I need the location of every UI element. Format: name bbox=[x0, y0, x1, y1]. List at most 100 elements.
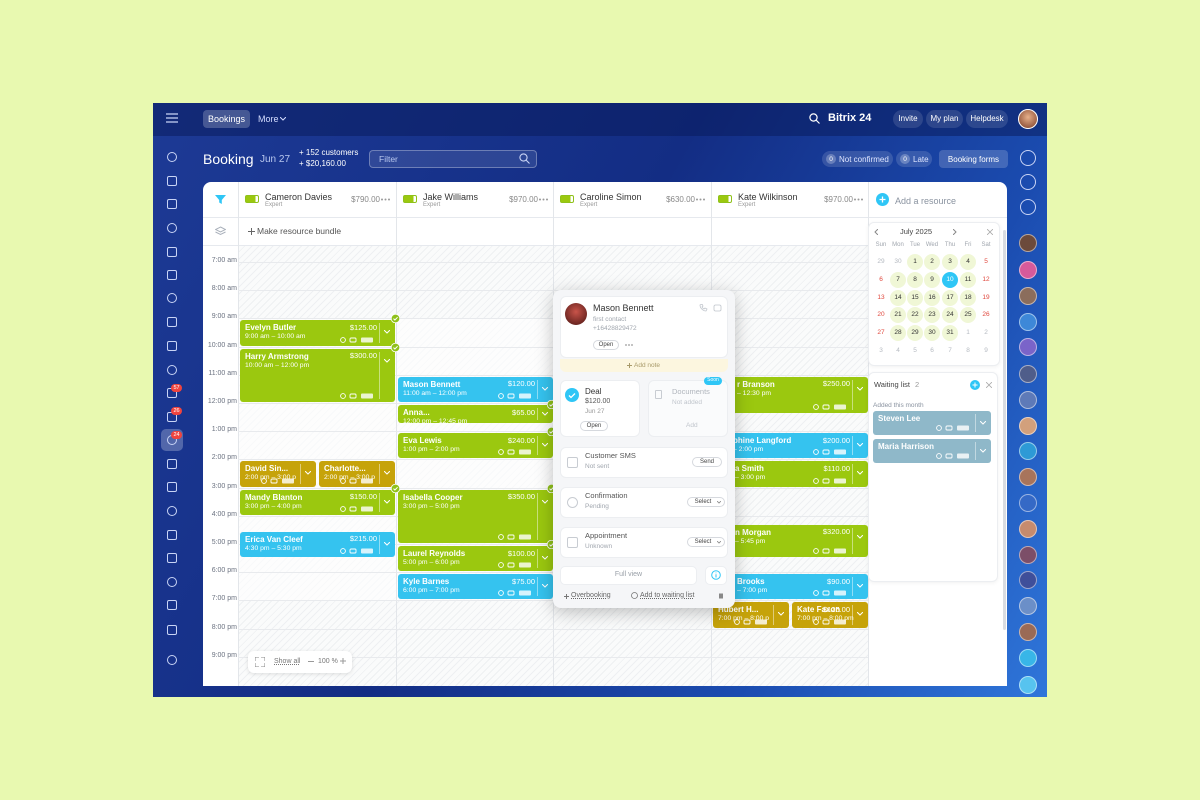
deal-open[interactable] bbox=[580, 421, 608, 431]
search-icon[interactable] bbox=[809, 113, 820, 124]
nav-icon[interactable] bbox=[167, 600, 177, 610]
day[interactable]: 11 bbox=[964, 275, 972, 283]
show-all[interactable]: Show all bbox=[274, 658, 301, 665]
day[interactable]: 21 bbox=[894, 311, 902, 319]
nav-icon[interactable] bbox=[167, 577, 177, 587]
day[interactable]: 4 bbox=[896, 347, 900, 354]
open-button[interactable] bbox=[593, 340, 619, 350]
row-button[interactable] bbox=[687, 497, 725, 507]
booking-card[interactable] bbox=[240, 348, 395, 402]
booking-name[interactable]: n Morgan bbox=[735, 527, 771, 537]
booking-card[interactable] bbox=[240, 461, 316, 487]
booking-card[interactable] bbox=[398, 489, 553, 543]
booking-name[interactable]: Kate Faxon bbox=[797, 605, 841, 615]
nav-icon[interactable] bbox=[167, 365, 177, 375]
header-button[interactable] bbox=[893, 110, 923, 128]
header-button[interactable] bbox=[926, 110, 963, 128]
resource-menu[interactable] bbox=[854, 198, 863, 201]
booking-name[interactable]: Brooks bbox=[737, 577, 765, 587]
day[interactable]: 29 bbox=[877, 258, 885, 265]
forms-button-label[interactable]: Booking forms bbox=[947, 155, 1000, 164]
waiting-card[interactable] bbox=[873, 439, 991, 463]
overbooking-link[interactable]: Overbooking bbox=[571, 592, 611, 599]
contact-avatar[interactable] bbox=[1019, 676, 1037, 694]
row-button[interactable] bbox=[692, 457, 722, 467]
day[interactable]: 4 bbox=[966, 258, 970, 265]
waiting-card[interactable] bbox=[873, 411, 991, 435]
row-button-label[interactable]: Send bbox=[699, 458, 714, 465]
cal-collapse[interactable] bbox=[987, 229, 993, 235]
contact-avatar[interactable] bbox=[1019, 417, 1037, 435]
header-button-label[interactable]: Invite bbox=[898, 114, 918, 123]
booking-name[interactable]: Eva Lewis bbox=[403, 436, 442, 446]
documents-add[interactable]: Add bbox=[686, 422, 698, 429]
day[interactable]: 25 bbox=[964, 311, 972, 319]
booking-name[interactable]: Hubert H... bbox=[718, 605, 759, 615]
resource-menu[interactable] bbox=[381, 198, 390, 201]
filter-box[interactable] bbox=[369, 150, 537, 168]
zoom-out[interactable] bbox=[308, 661, 314, 662]
day[interactable]: 24 bbox=[946, 311, 954, 319]
day[interactable]: 3 bbox=[948, 258, 952, 265]
contact-avatar[interactable] bbox=[1019, 649, 1037, 667]
day[interactable]: 5 bbox=[984, 258, 988, 265]
tab[interactable]: Bookings bbox=[208, 114, 246, 124]
open-button-label[interactable]: Open bbox=[598, 341, 614, 348]
nav-icon[interactable] bbox=[167, 293, 177, 303]
day[interactable]: 18 bbox=[964, 293, 972, 301]
side-icon[interactable] bbox=[1020, 150, 1036, 166]
cal-next[interactable] bbox=[953, 229, 957, 235]
contact-avatar[interactable] bbox=[1019, 234, 1037, 252]
contact-avatar[interactable] bbox=[1019, 261, 1037, 279]
waiting-add[interactable] bbox=[970, 380, 980, 390]
cal-prev[interactable] bbox=[874, 229, 878, 235]
header-button-label[interactable]: My plan bbox=[930, 114, 959, 123]
booking-name[interactable]: r Branson bbox=[737, 379, 775, 389]
booking-name[interactable]: Kyle Barnes bbox=[403, 577, 450, 587]
booking-name[interactable]: phine Langford bbox=[733, 436, 792, 446]
nav-icon[interactable] bbox=[167, 317, 177, 327]
contact-avatar[interactable] bbox=[1019, 623, 1037, 641]
contact-avatar[interactable] bbox=[1019, 287, 1037, 305]
make-bundle[interactable]: Make resource bundle bbox=[257, 226, 342, 236]
contact-avatar[interactable] bbox=[1019, 520, 1037, 538]
day[interactable]: 1 bbox=[913, 258, 917, 265]
row-button-label[interactable]: Select bbox=[694, 538, 712, 545]
delete-icon[interactable] bbox=[718, 592, 724, 599]
nav-icon[interactable] bbox=[167, 223, 177, 233]
day[interactable]: 23 bbox=[928, 311, 936, 319]
contact-avatar[interactable] bbox=[1019, 597, 1037, 615]
booking-name[interactable]: Erica Van Cleef bbox=[245, 534, 303, 544]
waiting-name[interactable]: Maria Harrison bbox=[878, 442, 935, 451]
nav-icon[interactable] bbox=[167, 199, 177, 209]
booking-name[interactable]: a Smith bbox=[735, 464, 764, 474]
day[interactable]: 26 bbox=[982, 311, 990, 319]
client-name[interactable]: Mason Bennett bbox=[593, 303, 654, 313]
day[interactable]: 7 bbox=[948, 347, 952, 354]
full-view-button[interactable] bbox=[560, 566, 697, 585]
day[interactable]: 19 bbox=[982, 293, 990, 301]
day[interactable]: 16 bbox=[928, 293, 936, 301]
header-button[interactable] bbox=[966, 110, 1008, 128]
contact-avatar[interactable] bbox=[1019, 391, 1037, 409]
booking-name[interactable]: Mandy Blanton bbox=[245, 492, 303, 502]
day[interactable]: 28 bbox=[894, 329, 902, 337]
booking-name[interactable]: Anna... bbox=[403, 408, 430, 417]
contact-avatar[interactable] bbox=[1019, 546, 1037, 564]
full-view-label[interactable]: Full view bbox=[614, 571, 643, 578]
row-button[interactable] bbox=[687, 537, 725, 547]
resource-name[interactable]: Kate Wilkinson bbox=[738, 192, 798, 202]
zoom-in[interactable] bbox=[340, 658, 346, 664]
booking-card[interactable] bbox=[792, 602, 868, 628]
day[interactable]: 12 bbox=[982, 275, 990, 283]
nav-icon[interactable] bbox=[167, 459, 177, 469]
resource-name[interactable]: Jake Williams bbox=[423, 192, 479, 202]
day[interactable]: 30 bbox=[928, 329, 936, 337]
day[interactable]: 30 bbox=[894, 258, 902, 265]
booking-card[interactable] bbox=[319, 461, 395, 487]
booking-name[interactable]: Evelyn Butler bbox=[245, 323, 297, 333]
nav-icon[interactable] bbox=[167, 655, 177, 665]
contact-avatar[interactable] bbox=[1019, 494, 1037, 512]
forms-button[interactable] bbox=[939, 150, 1008, 168]
nav-icon[interactable] bbox=[167, 625, 177, 635]
